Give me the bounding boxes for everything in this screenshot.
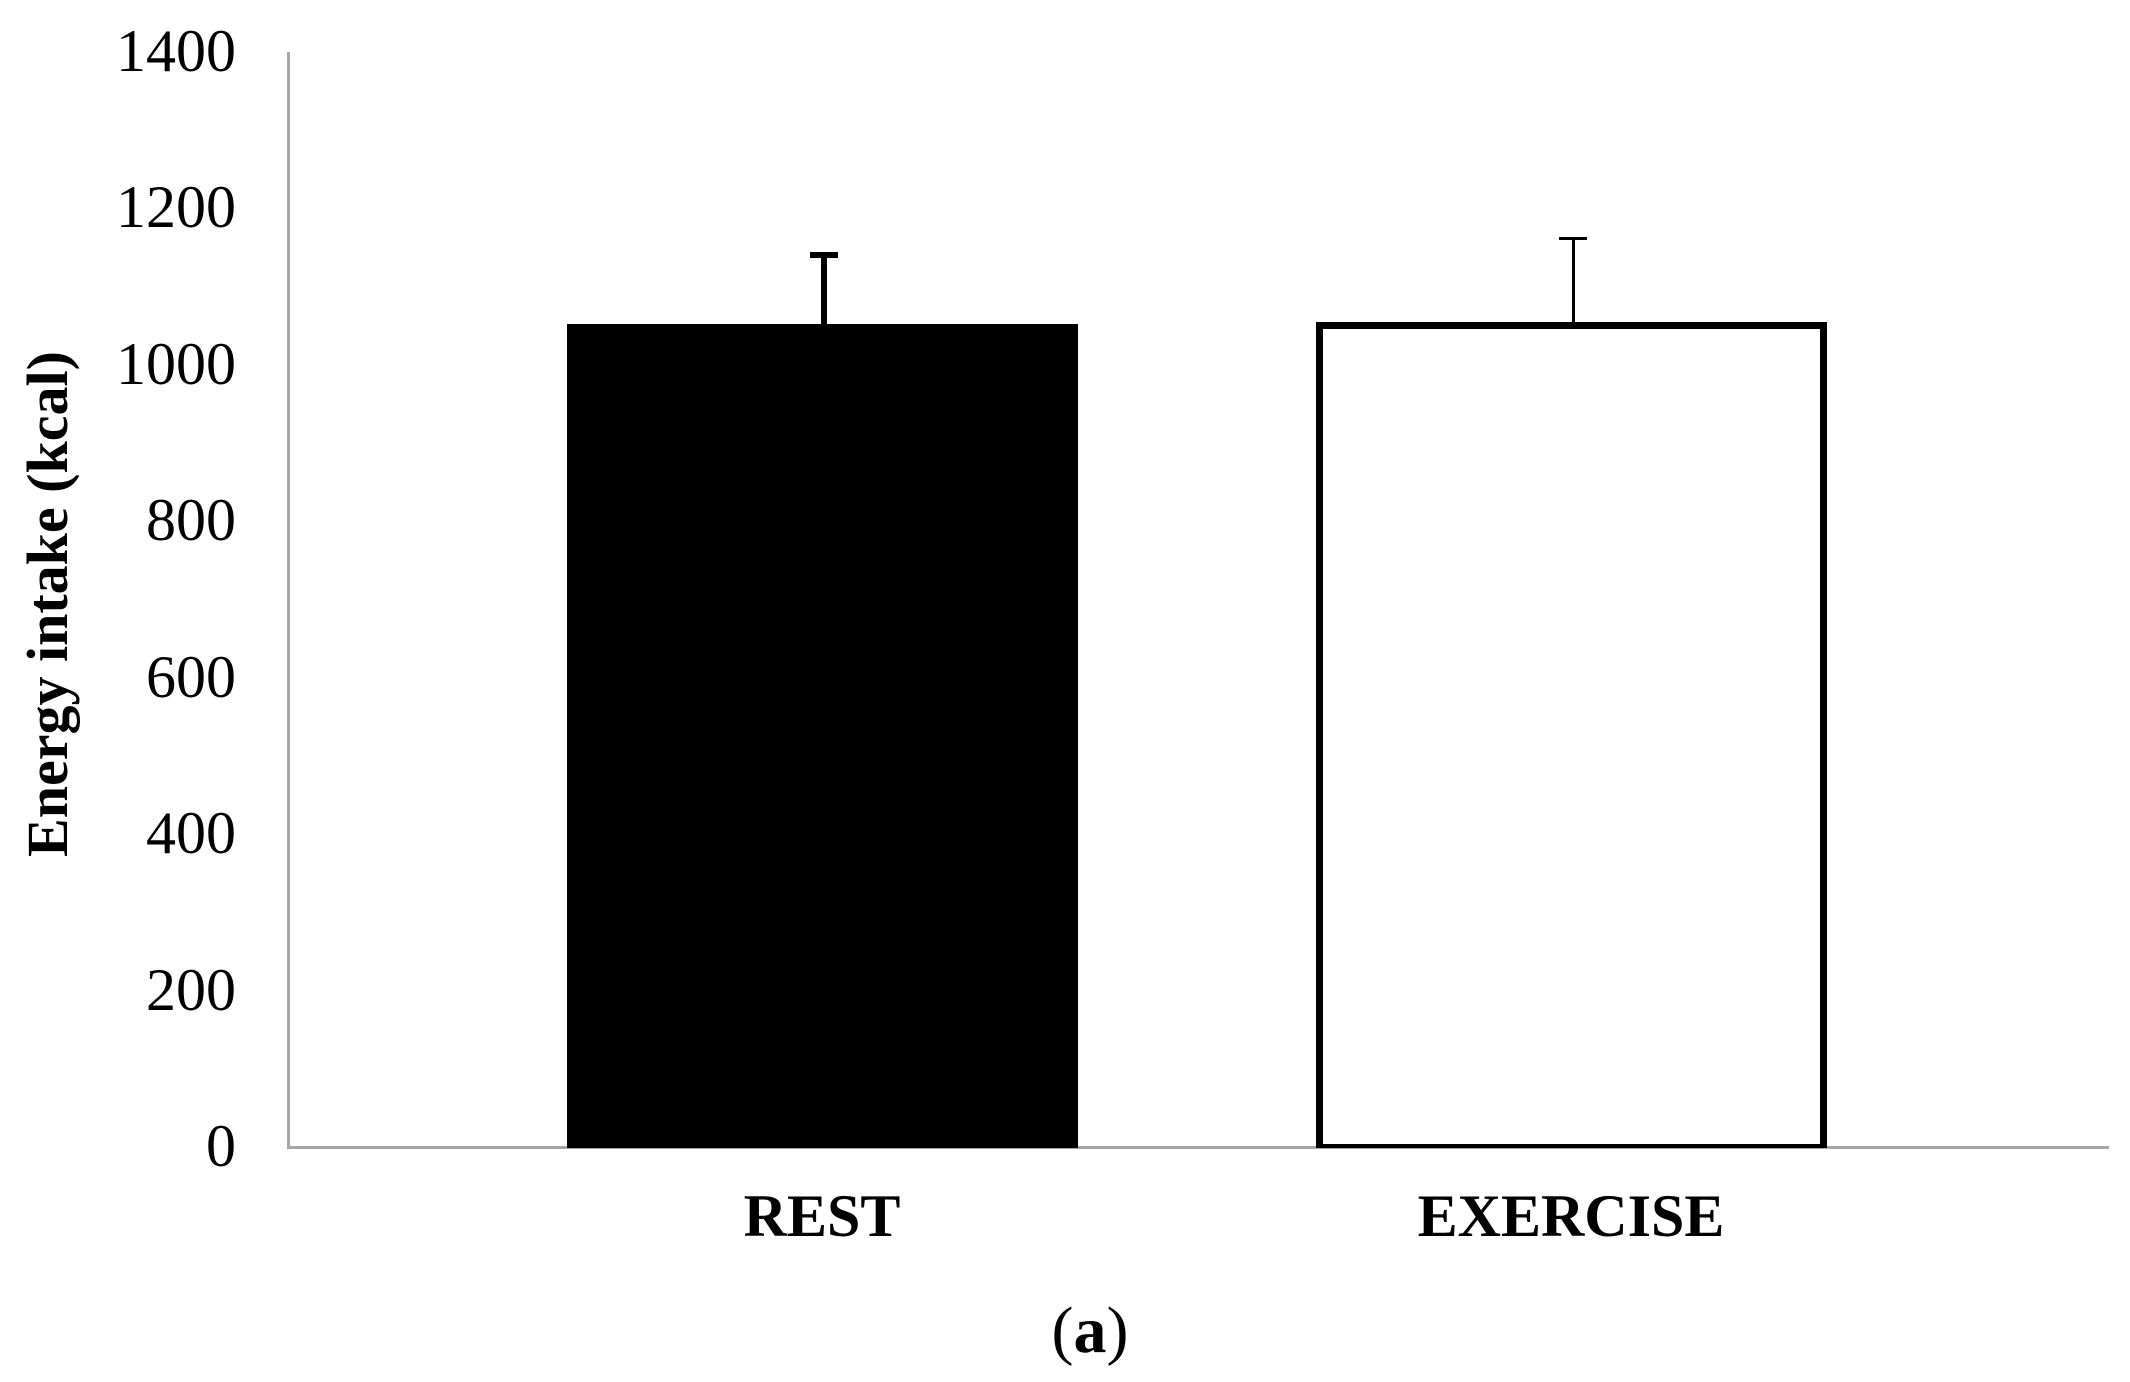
y-axis-title: Energy intake (kcal) — [15, 351, 80, 857]
y-tick-label: 1000 — [116, 330, 236, 397]
y-tick-label: 200 — [146, 956, 236, 1023]
panel-paren-open: ( — [1051, 1294, 1074, 1367]
error-bar-exercise — [1571, 238, 1575, 324]
error-cap-rest — [810, 251, 838, 258]
y-tick-label: 1400 — [116, 18, 236, 84]
bar-rest — [566, 324, 1078, 1148]
y-axis-line — [287, 52, 290, 1149]
x-axis-line — [287, 1146, 2109, 1149]
panel-label: (a) — [940, 1298, 1240, 1364]
y-tick-label: 600 — [146, 643, 236, 710]
panel-paren-close: ) — [1106, 1294, 1129, 1367]
y-tick-label: 800 — [146, 487, 236, 554]
x-tick-label-rest: REST — [743, 1183, 901, 1249]
error-cap-exercise — [1559, 236, 1587, 240]
y-tick-label: 400 — [146, 800, 236, 867]
x-tick-label-exercise: EXERCISE — [1417, 1183, 1725, 1249]
panel-letter: a — [1073, 1294, 1107, 1367]
error-bar-rest — [821, 254, 827, 327]
y-tick-label: 0 — [206, 1113, 236, 1179]
y-tick-label: 1200 — [116, 174, 236, 241]
bar-exercise — [1315, 321, 1827, 1148]
